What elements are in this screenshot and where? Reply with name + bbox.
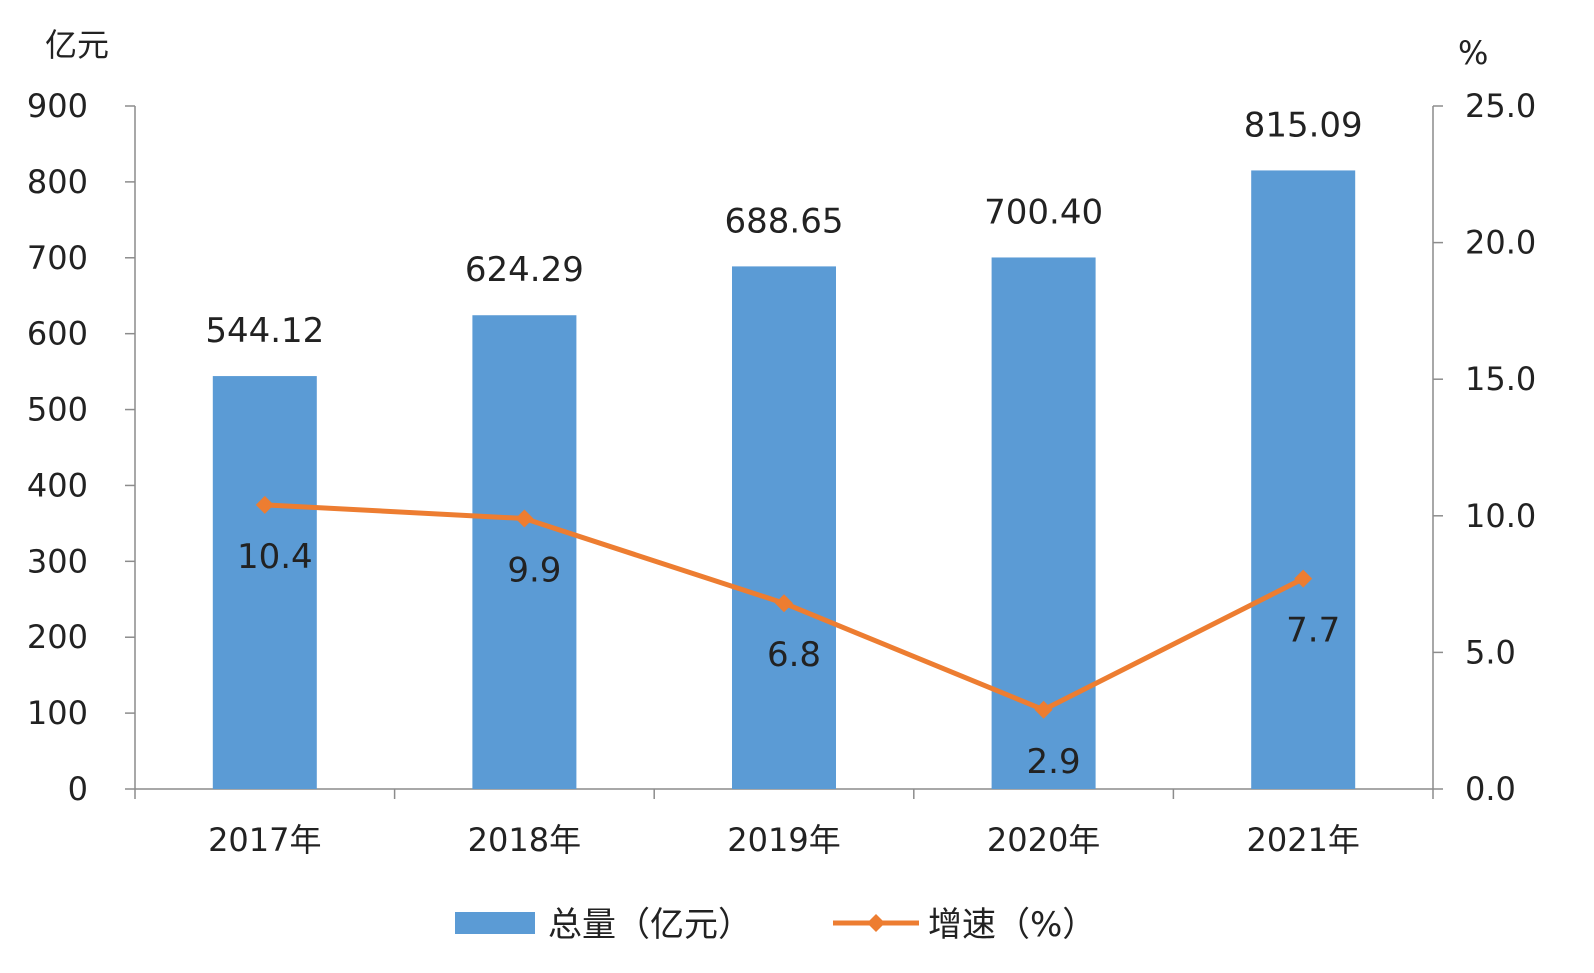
bar-data-label: 544.12 [205, 311, 324, 351]
bar [472, 315, 577, 789]
right-axis-tick-label: 15.0 [1465, 360, 1536, 398]
legend-label-line: 增速（%） [928, 905, 1096, 945]
bar [732, 266, 836, 789]
line-marker [1034, 700, 1053, 719]
bar-data-labels: 544.12 624.29 688.65 700.40 815.09 [205, 105, 1362, 351]
left-axis-tick-label: 400 [27, 466, 88, 504]
line-data-label: 7.7 [1286, 611, 1340, 651]
left-axis-tick-label: 700 [27, 239, 88, 277]
left-axis-tick-label: 200 [27, 618, 88, 656]
x-axis-tick-label: 2018年 [468, 821, 581, 859]
line-data-label: 2.9 [1027, 742, 1081, 782]
line-data-label: 9.9 [507, 551, 561, 591]
bar-data-label: 815.09 [1244, 105, 1363, 145]
axes: 0 100 200 300 400 500 600 700 800 900 亿元 0.0 5.0 10.0… [27, 26, 1536, 859]
right-axis-tick-label: 20.0 [1465, 224, 1536, 262]
left-axis-tick-label: 300 [27, 542, 88, 580]
legend-label-bar: 总量（亿元） [548, 905, 752, 945]
right-axis-tick-label: 25.0 [1465, 87, 1536, 125]
right-axis-unit: % [1458, 34, 1488, 72]
bar [1251, 170, 1356, 789]
line-marker [1294, 569, 1313, 588]
line-marker [775, 594, 793, 613]
line-series [255, 495, 1313, 719]
left-axis-tick-label: 500 [27, 391, 88, 429]
left-axis-unit: 亿元 [45, 26, 109, 64]
line-data-label: 10.4 [237, 537, 313, 577]
right-axis-tick-label: 0.0 [1465, 770, 1516, 808]
left-axis-tick-label: 800 [27, 163, 88, 201]
line-data-labels: 10.4 9.9 6.8 2.9 7.7 [237, 537, 1340, 782]
line-data-label: 6.8 [767, 635, 821, 675]
bar-data-label: 688.65 [725, 201, 844, 241]
left-axis-tick-label: 100 [27, 694, 88, 732]
right-axis-tick-label: 10.0 [1465, 497, 1536, 535]
legend-swatch-marker [867, 914, 885, 932]
left-axis-tick-label: 900 [27, 87, 88, 125]
left-axis-tick-label: 0 [68, 770, 88, 808]
bar [991, 257, 1096, 789]
x-axis-tick-label: 2019年 [727, 821, 840, 859]
legend: 总量（亿元） 增速（%） [455, 905, 1096, 945]
x-axis-tick-label: 2017年 [208, 821, 321, 859]
bar-data-label: 700.40 [984, 192, 1103, 232]
left-axis-tick-label: 600 [27, 315, 88, 353]
legend-swatch-bar [455, 912, 535, 934]
x-axis-tick-label: 2021年 [1246, 821, 1359, 859]
right-axis-tick-label: 5.0 [1465, 633, 1516, 671]
line-marker [255, 495, 274, 514]
bar-series [212, 170, 1356, 789]
line-marker [515, 509, 534, 528]
x-axis-tick-label: 2020年 [987, 821, 1100, 859]
bar [212, 376, 317, 789]
bar-data-label: 624.29 [465, 250, 584, 290]
